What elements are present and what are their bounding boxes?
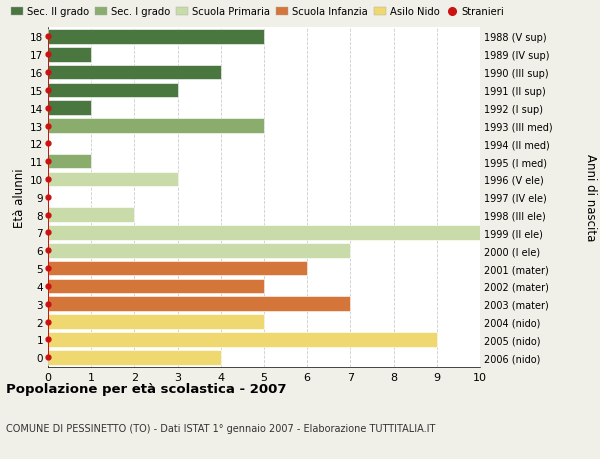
Bar <box>48 261 307 276</box>
Bar <box>48 48 91 62</box>
Y-axis label: Età alunni: Età alunni <box>13 168 26 227</box>
Bar <box>48 208 134 223</box>
Bar <box>48 84 178 98</box>
Bar <box>48 101 91 116</box>
Bar <box>48 279 264 294</box>
Bar <box>48 243 350 258</box>
Bar <box>48 350 221 365</box>
Bar <box>48 172 178 187</box>
Bar <box>48 30 264 45</box>
Text: Anni di nascita: Anni di nascita <box>584 154 597 241</box>
Bar <box>48 66 221 80</box>
Text: Popolazione per età scolastica - 2007: Popolazione per età scolastica - 2007 <box>6 382 287 396</box>
Legend: Sec. II grado, Sec. I grado, Scuola Primaria, Scuola Infanzia, Asilo Nido, Stran: Sec. II grado, Sec. I grado, Scuola Prim… <box>11 7 505 17</box>
Bar <box>48 297 350 311</box>
Bar <box>48 119 264 134</box>
Bar <box>48 226 480 240</box>
Bar <box>48 314 264 329</box>
Text: COMUNE DI PESSINETTO (TO) - Dati ISTAT 1° gennaio 2007 - Elaborazione TUTTITALIA: COMUNE DI PESSINETTO (TO) - Dati ISTAT 1… <box>6 424 436 433</box>
Bar <box>48 332 437 347</box>
Bar <box>48 155 91 169</box>
